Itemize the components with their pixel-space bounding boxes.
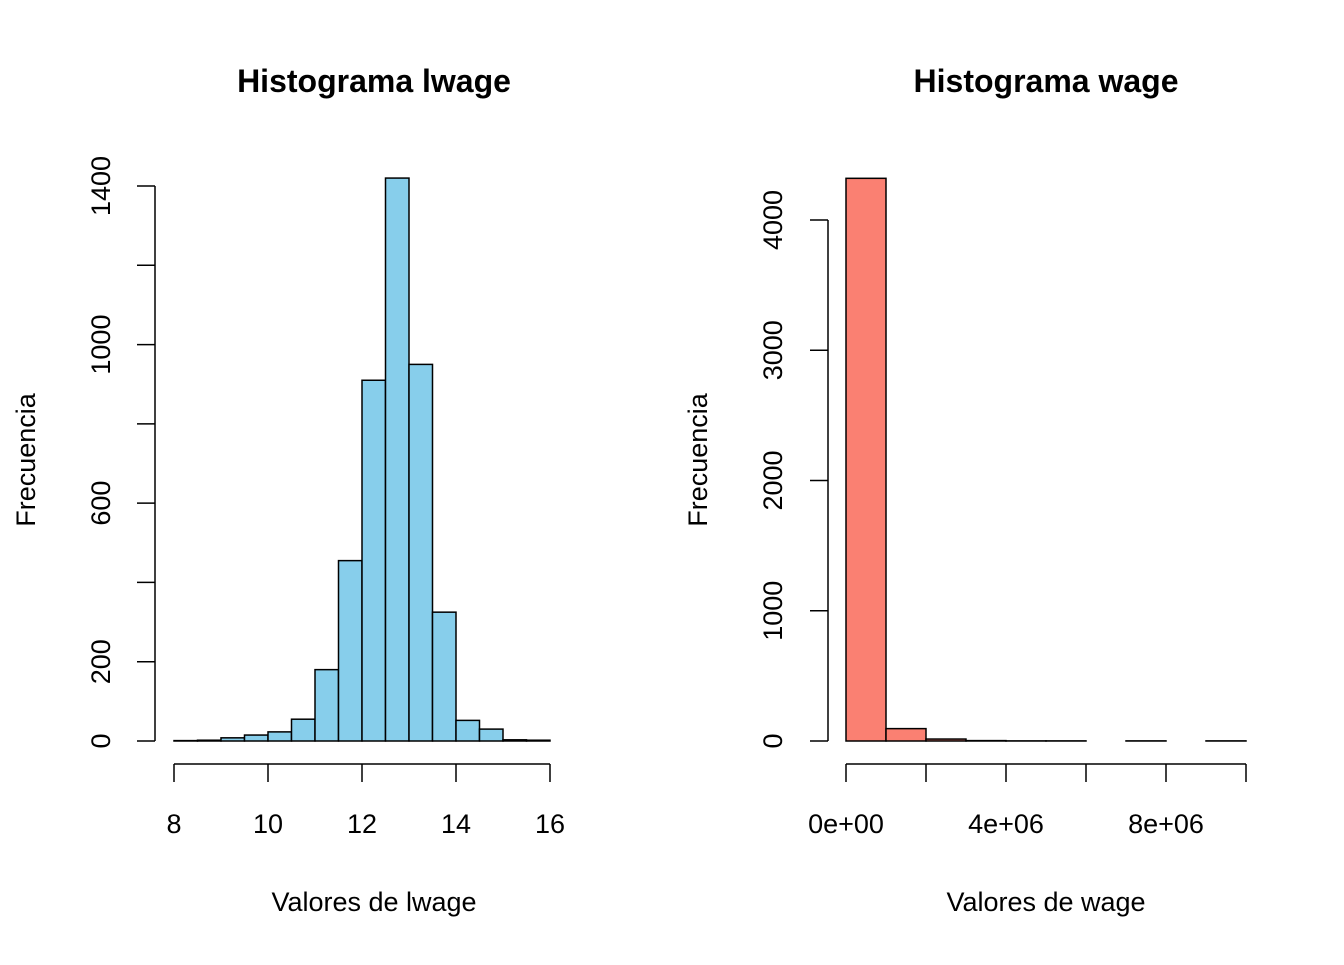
histogram-bar [245, 735, 269, 741]
histogram-bar [386, 178, 410, 741]
x-tick-label: 4e+06 [968, 809, 1044, 839]
histogram-bar [846, 178, 886, 741]
histogram-bar [409, 364, 433, 741]
y-axis-label-lwage: Frecuencia [11, 392, 41, 527]
y-axis-label-wage: Frecuencia [683, 392, 713, 527]
y-tick-label: 1000 [86, 315, 116, 375]
panel-wage: Histograma wage Valores de wage Frecuenc… [683, 63, 1246, 917]
histogram-bar [926, 739, 966, 741]
histogram-bar [527, 740, 551, 741]
y-tick-label: 1400 [86, 156, 116, 216]
y-tick-label: 2000 [758, 450, 788, 510]
bars-lwage [174, 178, 550, 741]
y-tick-label: 0 [86, 733, 116, 748]
histogram-bar [480, 729, 504, 741]
x-tick-label: 14 [441, 809, 471, 839]
chart-title-wage: Histograma wage [914, 63, 1179, 99]
x-tick-label: 12 [347, 809, 377, 839]
histogram-bar [456, 720, 480, 741]
histogram-bar [503, 740, 527, 741]
x-axis-wage: 0e+00 4e+06 8e+06 [808, 764, 1246, 839]
histogram-bar [198, 740, 222, 741]
panel-lwage: Histograma lwage Valores de lwage Frecue… [11, 63, 565, 917]
y-tick-label: 3000 [758, 320, 788, 380]
histogram-bar [886, 729, 926, 741]
y-tick-label: 200 [86, 639, 116, 684]
x-axis-label-lwage: Valores de lwage [271, 887, 476, 917]
chart-title-lwage: Histograma lwage [237, 63, 511, 99]
x-tick-label: 8e+06 [1128, 809, 1204, 839]
x-axis-label-wage: Valores de wage [946, 887, 1145, 917]
x-tick-label: 8 [166, 809, 181, 839]
x-tick-label: 16 [535, 809, 565, 839]
histogram-bar [433, 612, 457, 741]
y-tick-label: 600 [86, 481, 116, 526]
histogram-bar [362, 380, 386, 741]
y-tick-label: 0 [758, 733, 788, 748]
y-axis-wage: 0 1000 2000 3000 4000 [758, 190, 828, 749]
histogram-bar [292, 719, 316, 741]
x-tick-label: 0e+00 [808, 809, 884, 839]
histogram-bar [315, 670, 339, 741]
bars-wage [846, 178, 1246, 741]
x-axis-lwage: 8 10 12 14 16 [166, 764, 565, 839]
y-axis-lwage: 0 200 600 1000 1400 [86, 156, 155, 749]
histogram-bar [221, 738, 245, 741]
histogram-bar [339, 561, 363, 741]
histogram-bar [268, 732, 292, 741]
x-tick-label: 10 [253, 809, 283, 839]
y-tick-label: 1000 [758, 581, 788, 641]
y-tick-label: 4000 [758, 190, 788, 250]
